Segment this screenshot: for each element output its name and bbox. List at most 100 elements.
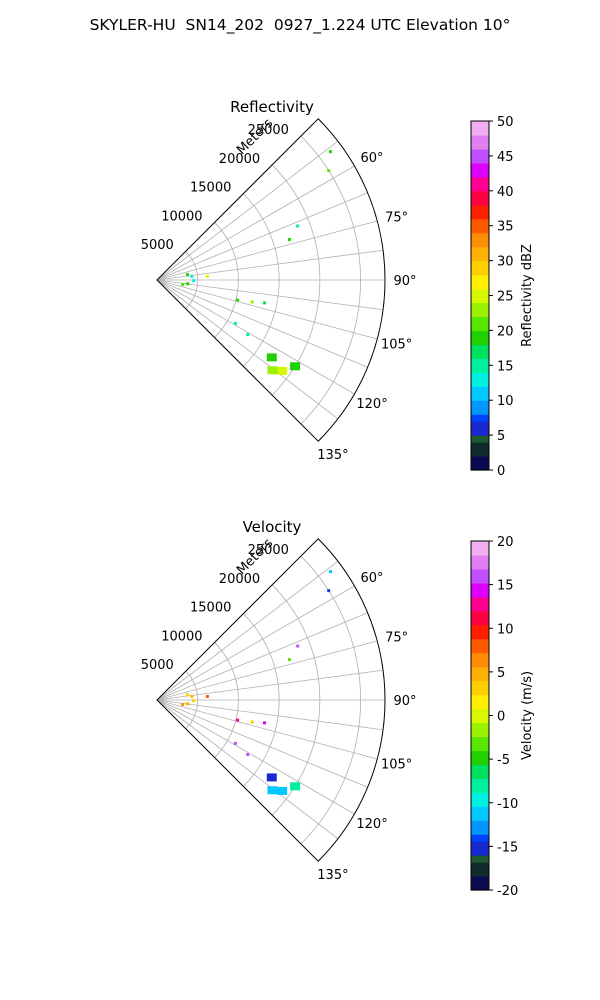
colorbar-segment	[471, 722, 489, 731]
echo-cell	[246, 753, 250, 757]
colorbar-segment	[471, 211, 489, 220]
azimuth-gridline	[156, 249, 384, 281]
azimuth-tick-label: 75°	[385, 210, 408, 225]
range-tick-label: 15000	[190, 181, 231, 196]
colorbar-segment	[471, 547, 489, 556]
colorbar-segment	[471, 596, 489, 605]
colorbar-segment	[471, 729, 489, 738]
colorbar-tick-label: 0	[497, 464, 505, 479]
echo-cell	[287, 658, 291, 662]
echo-cell	[250, 720, 254, 724]
colorbar-segment	[471, 883, 489, 891]
colorbar-segment	[471, 407, 489, 415]
colorbar-segment	[471, 568, 489, 577]
colorbar-segment	[471, 603, 489, 612]
colorbar-segment	[471, 834, 489, 842]
echo-cell	[181, 703, 185, 707]
colorbar-tick-label: 10	[497, 394, 514, 409]
colorbar-segment	[471, 386, 489, 394]
echo-cell	[263, 301, 267, 305]
colorbar-tick-label: -10	[497, 797, 518, 812]
colorbar-segment	[471, 372, 489, 380]
azimuth-gridline	[156, 699, 378, 760]
colorbar-segment	[471, 246, 489, 255]
colorbar-segment	[471, 715, 489, 724]
colorbar-tick-label: -20	[497, 884, 518, 899]
colorbar-segment	[471, 554, 489, 563]
azimuth-tick-label: 120°	[356, 397, 387, 412]
echo-cell	[205, 694, 209, 698]
echo-cell	[186, 702, 190, 706]
azimuth-tick-label: 120°	[356, 817, 387, 832]
colorbar-segment	[471, 799, 489, 807]
colorbar-segment	[471, 267, 489, 276]
colorbar-segment	[471, 631, 489, 640]
echo-cell	[181, 283, 185, 287]
colorbar-tick-label: 10	[497, 622, 514, 637]
azimuth-gridline	[156, 640, 378, 701]
echo-cell	[192, 699, 196, 703]
sector-frame	[156, 118, 386, 442]
colorbar-segment	[471, 617, 489, 626]
colorbar-segment	[471, 134, 489, 143]
colorbar-segment	[471, 190, 489, 199]
echo-cell	[290, 782, 301, 791]
colorbar-label: Velocity (m/s)	[520, 671, 535, 760]
colorbar-segment	[471, 750, 489, 758]
echo-cell	[328, 150, 332, 154]
azimuth-gridline	[156, 612, 368, 701]
azimuth-tick-label: 90°	[393, 694, 416, 709]
colorbar-segment	[471, 288, 489, 297]
colorbar-segment	[471, 638, 489, 647]
colorbar-segment	[471, 673, 489, 682]
echo-cell	[250, 300, 254, 304]
velocity-panel: 60° 75° 90° 105° 120° 135° 5000 10000 15000 20000…	[141, 518, 535, 899]
reflectivity-panel: 60° 75° 90° 105° 120° 135° 5000 10000 15000 20000…	[141, 98, 535, 479]
colorbar-segment	[471, 701, 489, 710]
colorbar-segment	[471, 855, 489, 863]
azimuth-gridline	[156, 699, 355, 815]
colorbar-tick-label: -15	[497, 840, 518, 855]
colorbar-tick-label: 20	[497, 324, 514, 339]
colorbar-segment	[471, 344, 489, 352]
echo-cell	[192, 279, 196, 283]
echo-cell	[185, 273, 189, 277]
colorbar-segment	[471, 225, 489, 234]
colorbar-segment	[471, 393, 489, 401]
range-tick-label: 25000	[248, 123, 289, 138]
echo-cell	[327, 589, 331, 593]
azimuth-tick-label: 90°	[393, 274, 416, 289]
colorbar-segment	[471, 659, 489, 668]
colorbar-segment	[471, 806, 489, 814]
colorbar-segment	[471, 295, 489, 304]
echo-cell	[236, 718, 240, 722]
colorbar-segment	[471, 302, 489, 311]
colorbar-segment	[471, 792, 489, 800]
echo-cell	[277, 786, 288, 795]
colorbar-segment	[471, 379, 489, 387]
azimuth-gridline	[156, 279, 368, 368]
echo-cell	[277, 366, 288, 375]
azimuth-gridline	[156, 699, 339, 840]
colorbar-segment	[471, 148, 489, 157]
echo-cell	[236, 298, 240, 302]
colorbar-segment	[471, 337, 489, 345]
colorbar-segment	[471, 239, 489, 248]
azimuth-gridline	[156, 669, 384, 701]
colorbar-segment	[471, 155, 489, 164]
colorbar-segment	[471, 820, 489, 828]
colorbar-segment	[471, 708, 489, 717]
azimuth-tick-label: 60°	[361, 151, 384, 166]
colorbar-segment	[471, 541, 489, 549]
colorbar-tick-label: 0	[497, 710, 505, 725]
colorbar-segment	[471, 827, 489, 835]
azimuth-gridline	[156, 279, 339, 420]
colorbar-segment	[471, 666, 489, 675]
colorbar-segment	[471, 743, 489, 751]
echo-cell	[327, 169, 331, 173]
colorbar-segment	[471, 610, 489, 619]
colorbar-segment	[471, 281, 489, 290]
colorbar-segment	[471, 813, 489, 821]
colorbar-segment	[471, 169, 489, 178]
